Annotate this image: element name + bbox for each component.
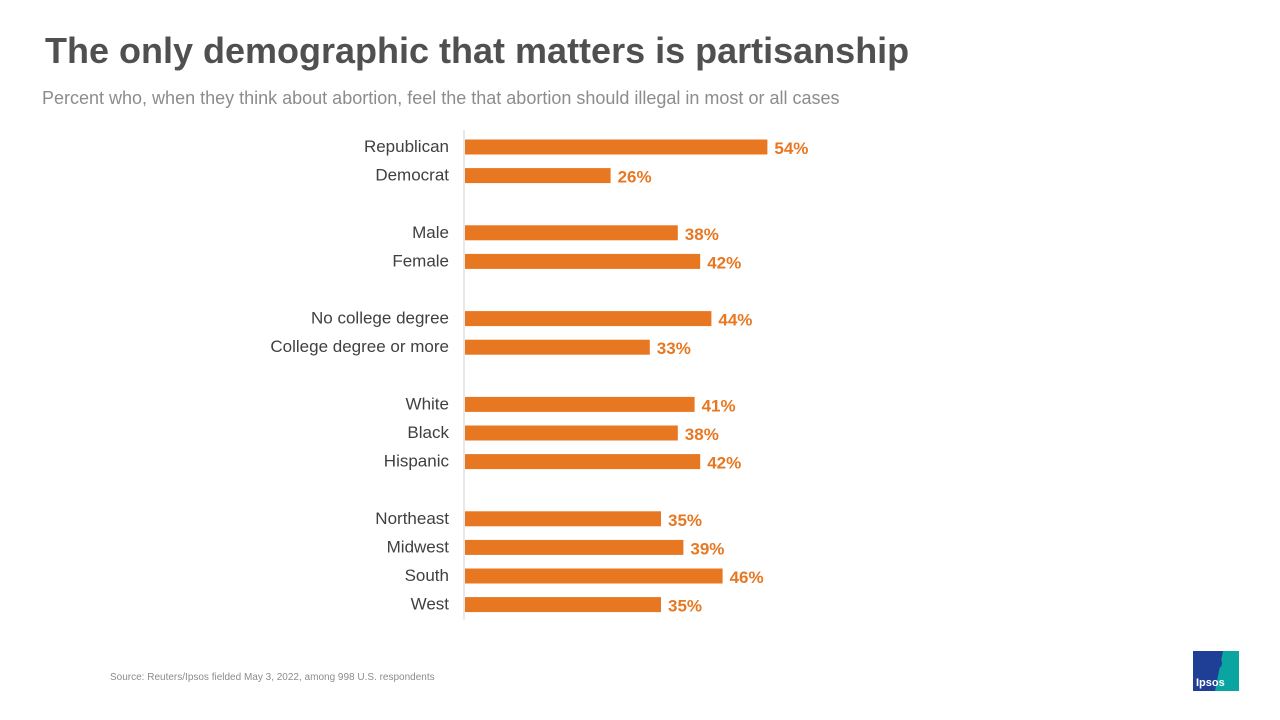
- value-label-black: 38%: [685, 425, 719, 444]
- value-label-no-college-degree: 44%: [718, 311, 752, 330]
- value-label-female: 42%: [707, 253, 741, 272]
- value-label-midwest: 39%: [690, 539, 724, 558]
- value-label-college-degree-or-more: 33%: [657, 339, 691, 358]
- category-label-south: South: [405, 566, 449, 585]
- bar-northeast: [465, 511, 661, 527]
- category-label-male: Male: [412, 223, 449, 242]
- bar-male: [465, 225, 678, 241]
- value-label-west: 35%: [668, 597, 702, 616]
- category-label-northeast: Northeast: [375, 509, 449, 528]
- category-label-west: West: [411, 595, 450, 614]
- bar-south: [465, 568, 723, 584]
- category-label-midwest: Midwest: [387, 537, 450, 556]
- page-title: The only demographic that matters is par…: [45, 30, 910, 71]
- chart-subtitle: Percent who, when they think about abort…: [42, 88, 840, 108]
- category-label-female: Female: [392, 251, 449, 270]
- bar-college-degree-or-more: [465, 339, 650, 355]
- value-label-republican: 54%: [774, 139, 808, 158]
- value-label-male: 38%: [685, 225, 719, 244]
- value-label-hispanic: 42%: [707, 454, 741, 473]
- logo-text: Ipsos: [1196, 677, 1225, 689]
- ipsos-logo: Ipsos: [1193, 651, 1239, 691]
- logo-dot: [1210, 657, 1222, 669]
- logo-mark: [1193, 651, 1239, 691]
- category-label-democrat: Democrat: [375, 166, 449, 185]
- category-label-republican: Republican: [364, 137, 449, 156]
- category-label-black: Black: [407, 423, 449, 442]
- bar-hispanic: [465, 454, 701, 470]
- bar-west: [465, 597, 661, 613]
- bar-no-college-degree: [465, 311, 712, 327]
- value-label-democrat: 26%: [618, 168, 652, 187]
- value-label-northeast: 35%: [668, 511, 702, 530]
- source-note: Source: Reuters/Ipsos fielded May 3, 202…: [110, 672, 435, 683]
- value-label-white: 41%: [702, 396, 736, 415]
- bar-democrat: [465, 168, 611, 184]
- category-label-college-degree-or-more: College degree or more: [270, 337, 449, 356]
- category-label-hispanic: Hispanic: [384, 452, 450, 471]
- bar-female: [465, 253, 701, 269]
- category-label-white: White: [406, 394, 449, 413]
- bar-republican: [465, 139, 768, 155]
- bar-midwest: [465, 539, 684, 555]
- bar-black: [465, 425, 678, 441]
- value-label-south: 46%: [730, 568, 764, 587]
- bar-white: [465, 396, 695, 412]
- category-label-no-college-degree: No college degree: [311, 309, 449, 328]
